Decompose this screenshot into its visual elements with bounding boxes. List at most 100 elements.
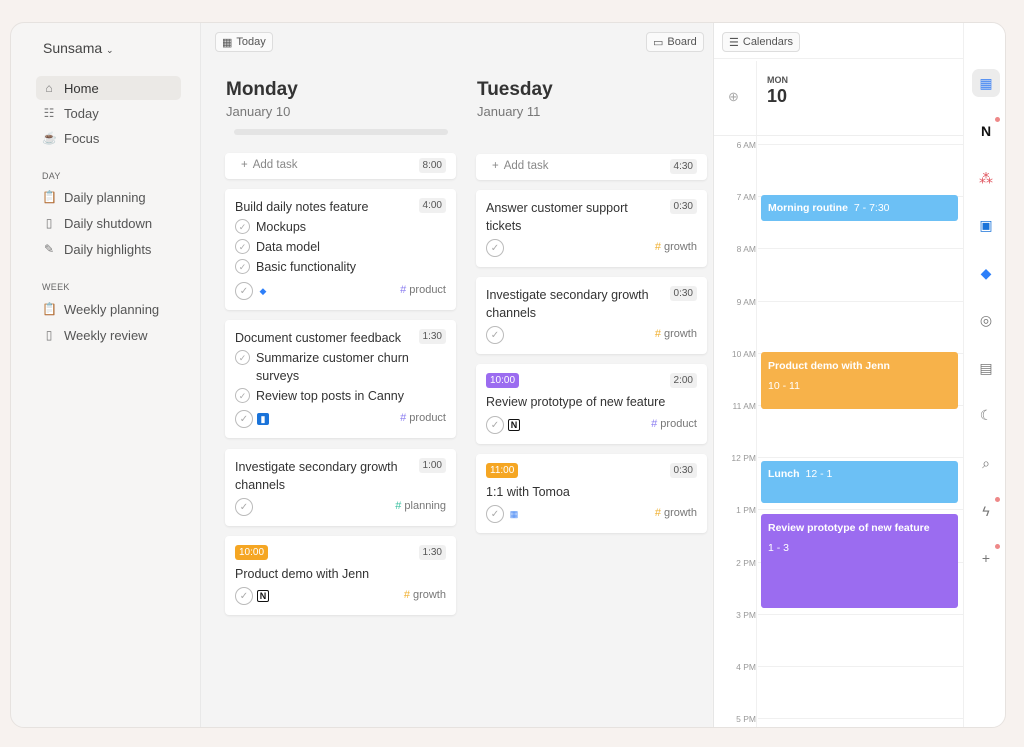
tag-label: planning — [404, 500, 446, 512]
sidebar-item-focus[interactable]: ☕ Focus — [36, 126, 181, 150]
sidebar-item-daily-planning[interactable]: 📋 Daily planning — [36, 185, 181, 209]
task-duration: 0:30 — [669, 463, 697, 478]
plus-icon: + — [492, 160, 499, 172]
jira-icon[interactable]: ◆ — [980, 264, 992, 281]
clipboard-icon: 📋 — [42, 190, 57, 204]
task-title: Build daily notes feature — [235, 200, 369, 214]
today-button[interactable]: ▦ Today — [215, 32, 273, 52]
task-card[interactable]: Investigate secondary growth channels 1:0… — [225, 449, 456, 526]
calendar-icon: ▦ — [222, 36, 233, 49]
zoom-in-icon[interactable]: ⊕ — [728, 89, 739, 104]
moon-icon[interactable]: ☾ — [979, 407, 993, 423]
book-icon: ▯ — [45, 328, 53, 342]
task-channel-tag[interactable]: # growth — [655, 241, 697, 253]
task-channel-tag[interactable]: # growth — [404, 589, 446, 601]
sidebar-item-daily-highlights[interactable]: ✎ Daily highlights — [36, 237, 181, 261]
section-day-label: DAY — [42, 171, 61, 181]
subtask-checkbox[interactable]: ✓ — [235, 350, 250, 365]
calendar-event[interactable]: Lunch 12 - 1 — [761, 461, 958, 504]
sidebar-item-daily-shutdown[interactable]: ▯ Daily shutdown — [36, 211, 181, 235]
complete-checkbox[interactable]: ✓ — [486, 326, 504, 344]
complete-checkbox[interactable]: ✓ — [486, 505, 504, 523]
task-card[interactable]: Build daily notes feature 4:00 ✓ Mockups ✓ Da… — [225, 189, 456, 310]
task-card[interactable]: 10:00 Product demo with Jenn 1:30 ✓ N # growth — [225, 536, 456, 615]
subtask[interactable]: ✓ Data model — [235, 238, 436, 256]
chevron-down-icon: ⌄ — [106, 45, 114, 55]
task-title: Product demo with Jenn — [235, 567, 370, 581]
tag-label: product — [660, 418, 697, 430]
lightning-icon[interactable]: ϟ — [972, 496, 1000, 525]
task-channel-tag[interactable]: # product — [651, 418, 697, 430]
calendars-button[interactable]: ☰ Calendars — [722, 32, 801, 52]
task-card[interactable]: Answer customer support tickets 0:30 ✓ # gro… — [476, 190, 707, 267]
board-button[interactable]: ▭ Board — [646, 32, 704, 52]
subtask-checkbox[interactable]: ✓ — [235, 219, 250, 234]
subtask[interactable]: ✓ Summarize customer churn surveys — [235, 349, 436, 385]
subtask-title: Mockups — [256, 220, 307, 234]
hour-label: 2 PM — [736, 557, 756, 568]
hash-icon: # — [403, 589, 410, 601]
task-title: Investigate secondary growth channels — [235, 460, 398, 492]
search-icon[interactable]: ⌕ — [982, 454, 990, 471]
tag-label: growth — [663, 328, 697, 340]
jira-icon: ◆ — [259, 285, 267, 296]
task-card[interactable]: Document customer feedback 1:30 ✓ Summarize… — [225, 320, 456, 438]
hash-icon: # — [654, 507, 661, 519]
task-channel-tag[interactable]: # product — [400, 284, 446, 296]
task-duration: 4:00 — [418, 198, 446, 213]
calendar-panel: ☰ Calendars ⊕ MON 10 6 AM 7 AM 8 AM 9 AM 10 A… — [713, 23, 963, 727]
sidebar-item-home[interactable]: ⌂ Home — [36, 76, 181, 100]
hour-label: 1 PM — [736, 505, 756, 516]
task-card[interactable]: Investigate secondary growth channels 0:3… — [476, 277, 707, 354]
event-title: Review prototype of new feature — [768, 521, 930, 534]
google-calendar-icon[interactable]: ▦ — [972, 69, 1000, 97]
task-channel-tag[interactable]: # growth — [655, 507, 697, 519]
complete-checkbox[interactable]: ✓ — [235, 587, 253, 605]
add-task-text: Add task — [503, 160, 549, 172]
notification-dot — [995, 496, 1000, 502]
task-channel-tag[interactable]: # product — [400, 412, 446, 424]
sidebar-item-label: Home — [64, 80, 99, 96]
add-task-button[interactable]: + Add task 8:00 — [225, 153, 456, 179]
calendar-event[interactable]: Review prototype of new feature 1 - 3 — [761, 513, 958, 608]
subtask[interactable]: ✓ Mockups — [235, 218, 436, 236]
plus-icon[interactable]: + — [972, 544, 1000, 572]
tag-label: product — [409, 412, 446, 424]
task-card[interactable]: 11:00 1:1 with Tomoa 0:30 ✓ ▦ # growth — [476, 454, 707, 533]
trello-icon[interactable]: ▣ — [979, 217, 993, 233]
subtask[interactable]: ✓ Review top posts in Canny — [235, 387, 436, 405]
archive-icon[interactable]: ▤ — [979, 359, 993, 376]
calendar-event[interactable]: Product demo with Jenn 10 - 11 — [761, 351, 958, 410]
asana-icon[interactable]: ⁂ — [979, 169, 993, 186]
hour-gridline — [758, 144, 963, 145]
notification-dot — [995, 116, 1000, 122]
task-channel-tag[interactable]: # planning — [395, 500, 446, 512]
notion-icon[interactable]: N — [972, 116, 1000, 145]
task-channel-tag[interactable]: # growth — [655, 328, 697, 340]
hash-icon: # — [654, 241, 661, 253]
workspace-switcher[interactable]: Sunsama ⌄ — [43, 40, 114, 56]
task-card[interactable]: 10:00 Review prototype of new feature 2:00… — [476, 364, 707, 444]
hour-gridline — [758, 718, 963, 720]
add-task-button[interactable]: + Add task 4:30 — [476, 154, 707, 180]
task-duration: 1:00 — [418, 458, 446, 473]
complete-checkbox[interactable]: ✓ — [235, 282, 253, 300]
complete-checkbox[interactable]: ✓ — [486, 416, 504, 434]
calendar-event[interactable]: Morning routine 7 - 7:30 — [761, 195, 958, 222]
complete-checkbox[interactable]: ✓ — [486, 239, 504, 257]
tag-label: growth — [663, 241, 697, 253]
subtask[interactable]: ✓ Basic functionality — [235, 258, 436, 276]
complete-checkbox[interactable]: ✓ — [235, 410, 253, 428]
subtask-checkbox[interactable]: ✓ — [235, 239, 250, 254]
sidebar-item-today[interactable]: ☷ Today — [36, 101, 181, 125]
task-title: 1:1 with Tomoa — [486, 485, 570, 499]
subtask-checkbox[interactable]: ✓ — [235, 388, 250, 403]
complete-checkbox[interactable]: ✓ — [235, 498, 253, 516]
sidebar-item-weekly-planning[interactable]: 📋 Weekly planning — [36, 297, 181, 321]
event-title: Lunch — [768, 468, 800, 481]
target-icon[interactable]: ◎ — [979, 312, 993, 328]
tag-label: product — [409, 284, 446, 296]
sidebar-item-weekly-review[interactable]: ▯ Weekly review — [36, 323, 181, 347]
subtask-checkbox[interactable]: ✓ — [235, 259, 250, 274]
hour-label: 11 AM — [732, 401, 756, 411]
